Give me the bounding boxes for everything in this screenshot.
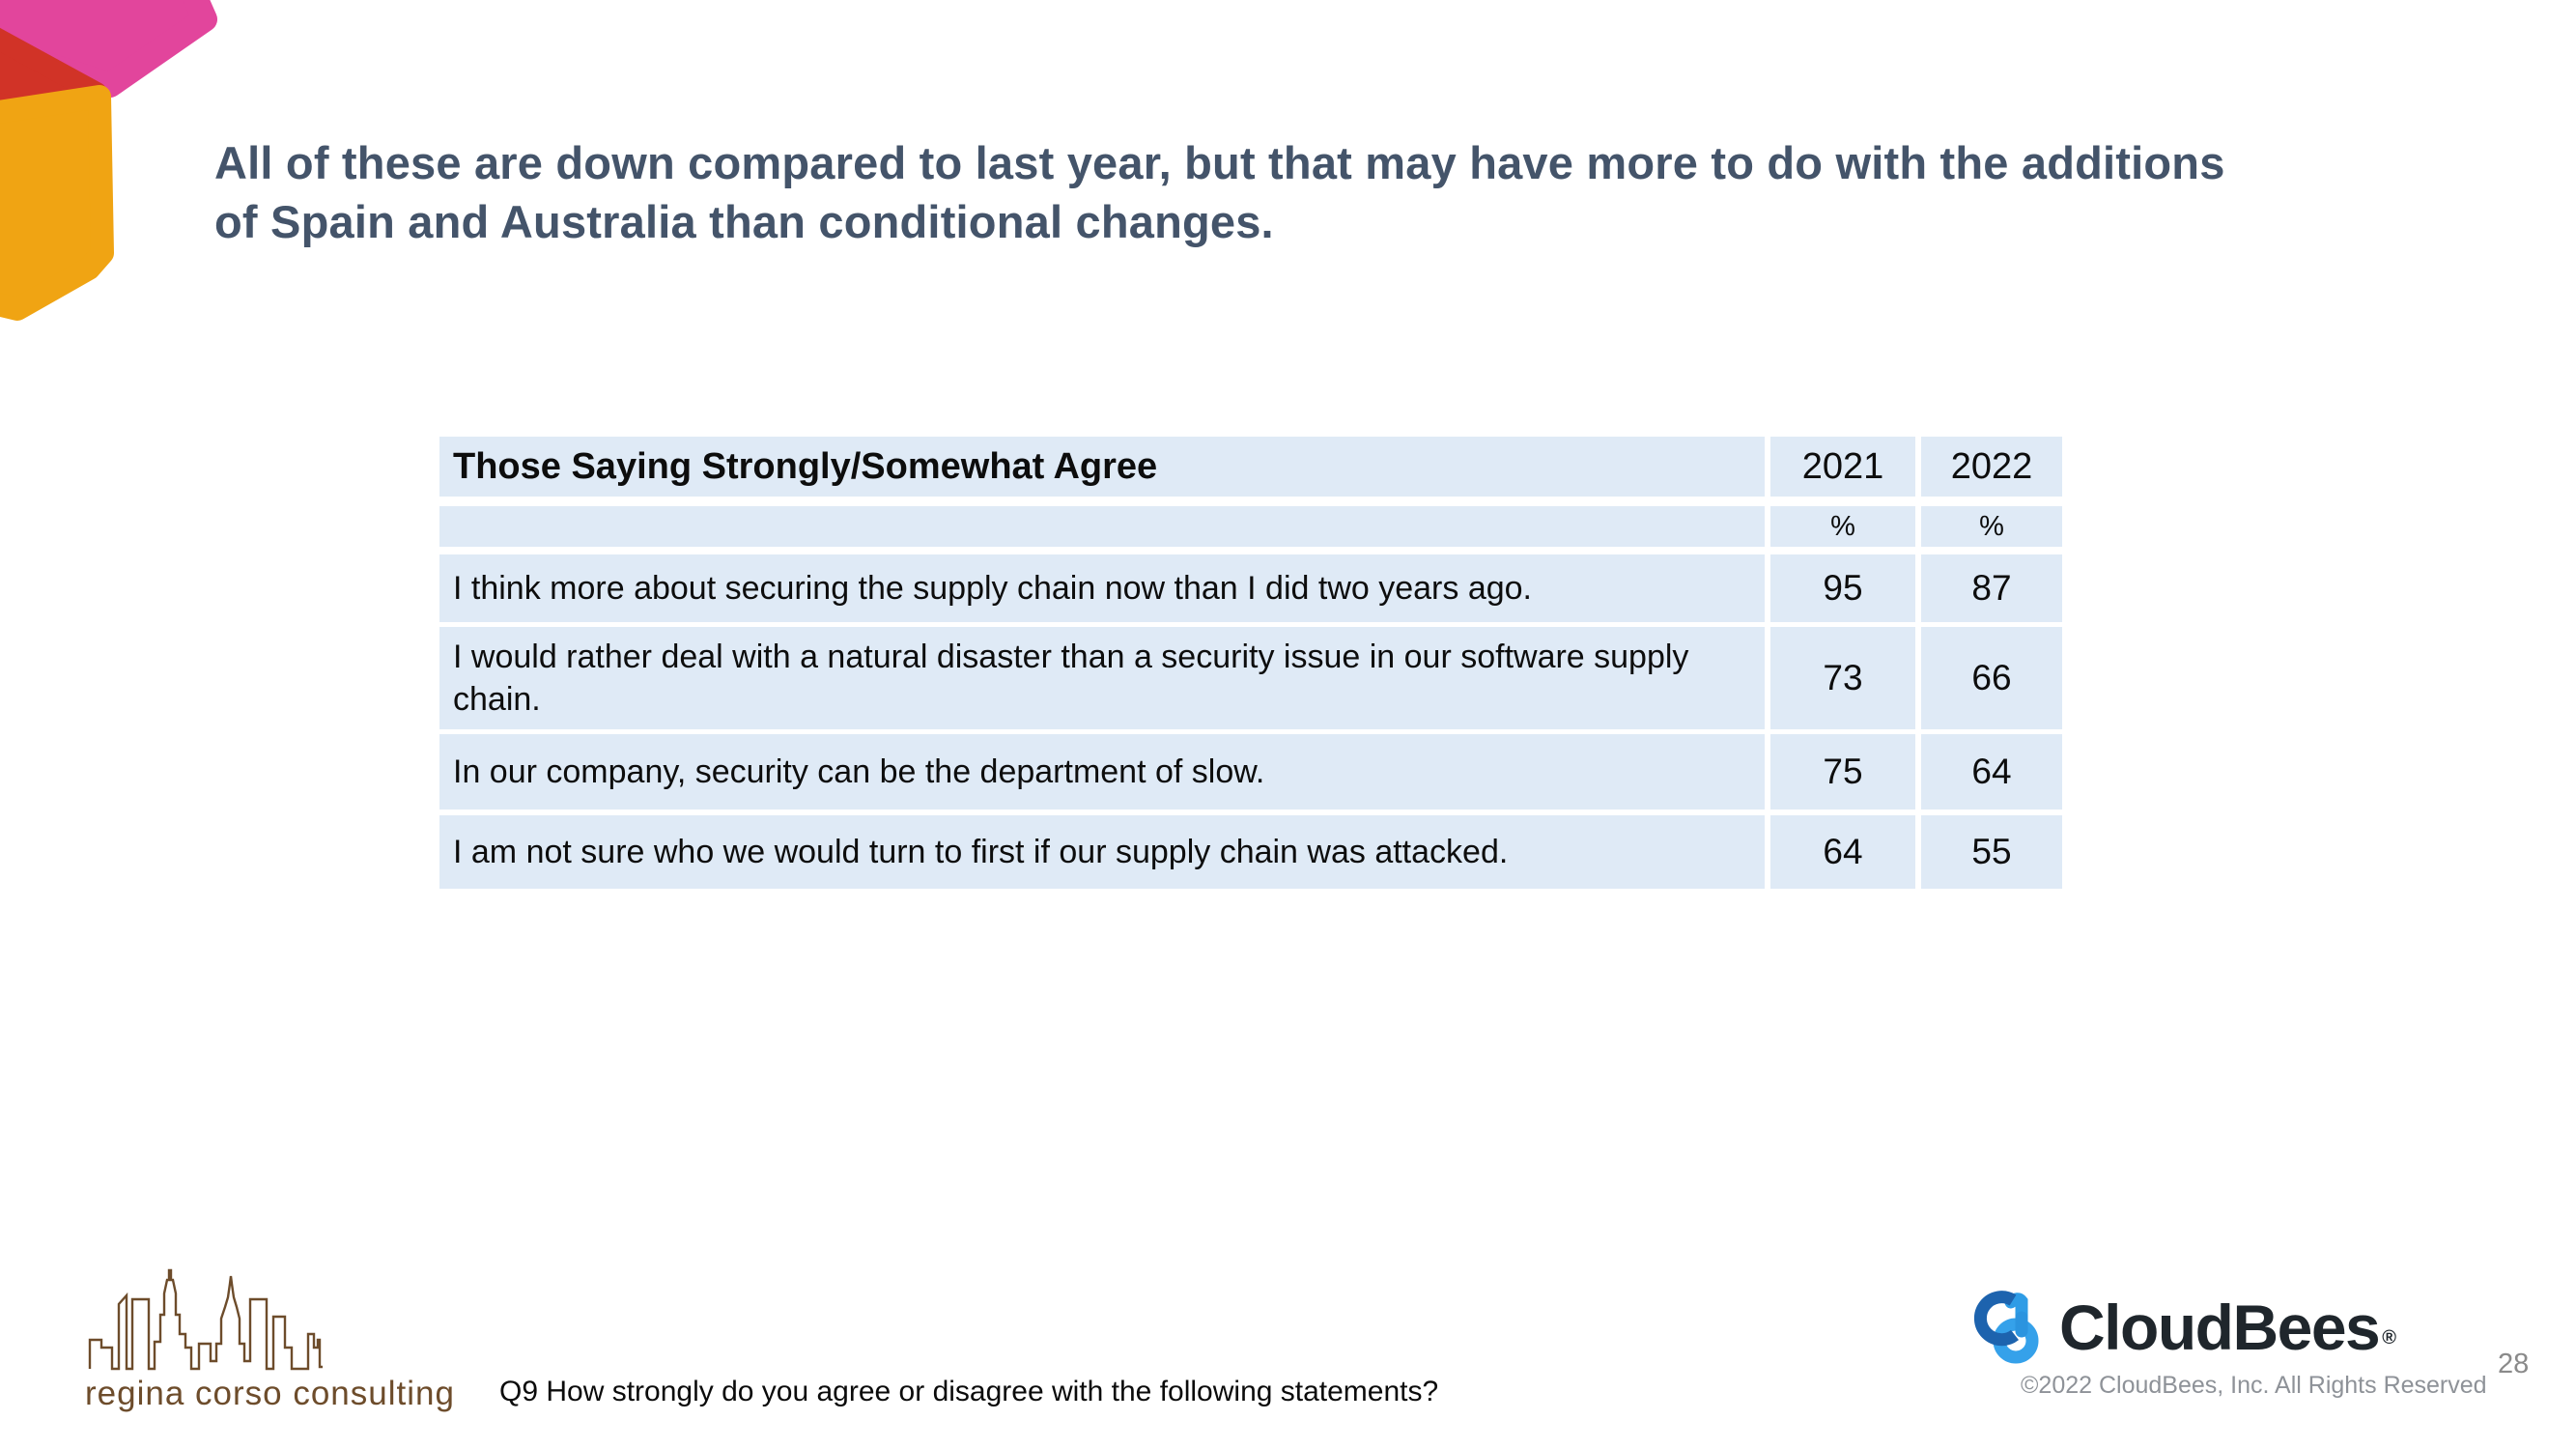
page-title: All of these are down compared to last y… (214, 133, 2533, 251)
city-skyline-icon (88, 1268, 323, 1371)
corner-decoration-icon (0, 0, 217, 321)
value-2021-cell: 75 (1770, 734, 1915, 810)
consulting-logo-text: regina corso consulting (85, 1375, 455, 1412)
cloudbees-wordmark-text: CloudBees (2059, 1292, 2381, 1363)
statement-cell: I would rather deal with a natural disas… (439, 627, 1765, 729)
table-header-2021: 2021 (1770, 437, 1915, 497)
table-header-2022: 2022 (1921, 437, 2062, 497)
table-row: I think more about securing the supply c… (439, 554, 2063, 622)
deco-yellow-face (0, 85, 114, 321)
page-title-line-2: of Spain and Australia than conditional … (214, 196, 1274, 247)
cloudbees-logo-row: CloudBees ® (1970, 1285, 2511, 1370)
cloudbees-mark-icon (1973, 1291, 2039, 1364)
table-header-row: Those Saying Strongly/Somewhat Agree 202… (439, 437, 2063, 497)
copyright-text: ©2022 CloudBees, Inc. All Rights Reserve… (2021, 1372, 2487, 1399)
value-2021-cell: 95 (1770, 554, 1915, 622)
table-row: I would rather deal with a natural disas… (439, 627, 2063, 729)
unit-row-empty-cell (439, 506, 1765, 547)
value-2022-cell: 64 (1921, 734, 2062, 810)
page-title-line-1: All of these are down compared to last y… (214, 137, 2225, 188)
value-2022-cell: 66 (1921, 627, 2062, 729)
table-row: In our company, security can be the depa… (439, 734, 2063, 810)
page-number: 28 (2498, 1349, 2530, 1379)
value-2021-cell: 73 (1770, 627, 1915, 729)
value-2022-cell: 55 (1921, 815, 2062, 889)
statement-cell: I am not sure who we would turn to first… (439, 815, 1765, 889)
unit-2021-cell: % (1770, 506, 1915, 547)
survey-table: Those Saying Strongly/Somewhat Agree 202… (439, 437, 2063, 889)
statement-cell: I think more about securing the supply c… (439, 554, 1765, 622)
registered-trademark-symbol: ® (2382, 1327, 2396, 1349)
survey-question-footnote: Q9 How strongly do you agree or disagree… (499, 1376, 1439, 1407)
statement-cell: In our company, security can be the depa… (439, 734, 1765, 810)
table-row: I am not sure who we would turn to first… (439, 815, 2063, 889)
table-unit-row: % % (439, 506, 2063, 547)
value-2022-cell: 87 (1921, 554, 2062, 622)
value-2021-cell: 64 (1770, 815, 1915, 889)
cloudbees-wordmark: CloudBees ® (2059, 1291, 2396, 1364)
cloudbees-logo: CloudBees ® ©2022 CloudBees, Inc. All Rig… (1970, 1285, 2511, 1400)
table-header-label: Those Saying Strongly/Somewhat Agree (439, 437, 1765, 497)
unit-2022-cell: % (1921, 506, 2062, 547)
regina-corso-logo: regina corso consulting (85, 1261, 455, 1413)
